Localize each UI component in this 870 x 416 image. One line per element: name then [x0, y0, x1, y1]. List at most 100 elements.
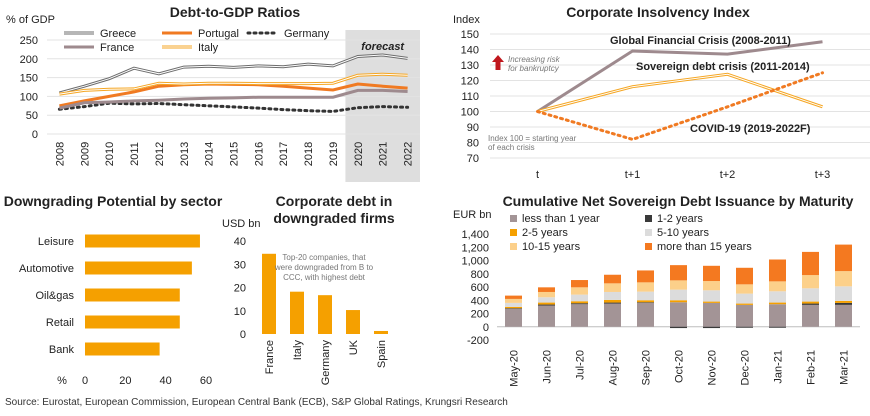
chart5-ytick: 1,400 — [461, 229, 489, 241]
chart5-bar-segment — [769, 259, 786, 282]
chart5-bar-segment — [538, 297, 555, 303]
chart5-bar-segment — [802, 251, 819, 276]
chart1-xtick: 2020 — [353, 142, 365, 166]
chart5-bar-segment — [604, 299, 621, 303]
chart5-legend-label: less than 1 year — [522, 213, 600, 225]
chart1-ytick: 250 — [20, 35, 38, 47]
chart5-ylabel: EUR bn — [453, 209, 492, 221]
chart2-ylabel: Index — [453, 14, 480, 26]
chart5-bar-segment — [736, 304, 753, 327]
chart1-legend-label: Germany — [284, 28, 330, 40]
chart5-bar-segment — [835, 302, 852, 305]
chart5-ytick: 1,000 — [461, 256, 489, 268]
chart5-xtick: Oct-20 — [674, 350, 686, 383]
chart4-title: downgraded firms — [273, 210, 395, 226]
chart5-xtick: Nov-20 — [707, 350, 719, 385]
chart5-bar-segment — [571, 303, 588, 305]
chart1-xtick: 2011 — [129, 142, 141, 166]
chart4-note: were downgraded from B to — [274, 263, 374, 272]
chart5-bar-segment — [703, 265, 720, 282]
chart1-xtick: 2009 — [79, 142, 91, 166]
chart5-legend-label: 5-10 years — [657, 227, 709, 239]
chart4-bar — [262, 253, 276, 334]
chart2-ytick: 80 — [467, 138, 479, 150]
chart5-bar-segment — [604, 283, 621, 292]
chart5-title: Cumulative Net Sovereign Debt Issuance b… — [503, 193, 854, 209]
chart5-bar-segment — [637, 302, 654, 327]
chart1-xtick: 2022 — [403, 142, 415, 166]
chart2-series-label: Global Financial Crisis (2008-2011) — [610, 35, 791, 47]
chart3-bar — [85, 315, 180, 329]
chart4-note: Top-20 companies, that — [282, 253, 366, 262]
chart5-bar-segment — [835, 300, 852, 303]
chart1-xtick: 2008 — [54, 142, 66, 166]
chart5-bar-segment — [736, 303, 753, 305]
chart5-bar-segment — [604, 302, 621, 304]
chart5-bar-segment — [505, 306, 522, 309]
chart2-note-index: Index 100 = starting year — [488, 134, 577, 143]
chart1-title: Debt-to-GDP Ratios — [170, 4, 301, 20]
chart3-xtick: 20 — [119, 375, 131, 387]
chart5-bar-segment — [670, 300, 687, 303]
chart1-xtick: 2013 — [179, 142, 191, 166]
chart5-bar-segment — [637, 270, 654, 283]
chart4-note: CCC, with highest debt — [283, 273, 366, 282]
chart5-xtick: Dec-20 — [740, 350, 752, 385]
chart1-legend-label: France — [100, 42, 134, 54]
chart5-ytick: 600 — [471, 282, 489, 294]
chart5-bar-segment — [703, 301, 720, 303]
chart5-legend-swatch — [510, 229, 517, 236]
chart4-bar — [346, 310, 360, 334]
chart3-category: Retail — [46, 317, 74, 329]
chart1-ylabel: % of GDP — [6, 14, 55, 26]
chart5-bar-segment — [802, 288, 819, 302]
chart4-xtick: UK — [348, 339, 360, 355]
chart5-bar-segment — [637, 302, 654, 303]
chart3-bar — [85, 342, 160, 356]
chart5-xtick: Feb-21 — [806, 350, 818, 385]
chart3-title: Downgrading Potential by sector — [4, 193, 223, 209]
chart5-bar-segment — [703, 281, 720, 291]
chart5-ytick: -200 — [467, 335, 489, 347]
chart1-line-greece-inner — [59, 54, 408, 94]
chart5-bar-segment — [769, 302, 786, 305]
chart1-xtick: 2010 — [104, 142, 116, 166]
chart5-legend-swatch — [645, 215, 652, 222]
chart5-xtick: May-20 — [509, 350, 521, 387]
chart5-bar-segment — [835, 304, 852, 327]
chart4-title: Corporate debt in — [276, 193, 393, 209]
chart2-note-risk: Increasing risk — [508, 55, 561, 64]
chart5-ytick: 0 — [483, 322, 489, 334]
chart1-xtick: 2017 — [278, 142, 290, 166]
chart1-legend-label: Portugal — [198, 28, 239, 40]
chart4-bar — [290, 291, 304, 334]
chart5-bar-segment — [769, 291, 786, 303]
chart4-ytick: 0 — [240, 329, 246, 341]
chart1-forecast-label: forecast — [361, 41, 405, 53]
chart2-line-1 — [537, 72, 823, 113]
chart1-legend-label: Greece — [100, 28, 136, 40]
chart5-bar-segment — [835, 271, 852, 287]
chart5-bar-segment — [802, 301, 819, 304]
chart3-category: Oil&gas — [35, 290, 74, 302]
chart3-xtick: 40 — [160, 375, 172, 387]
chart2-xtick: t+2 — [720, 169, 736, 181]
chart5-bar-segment — [835, 286, 852, 301]
chart2-ytick: 140 — [461, 45, 479, 57]
chart5-bar-segment — [505, 308, 522, 309]
chart2-ytick: 90 — [467, 122, 479, 134]
chart4-ytick: 40 — [234, 236, 246, 248]
risk-arrow-icon — [492, 55, 504, 70]
chart4-ytick: 20 — [234, 283, 246, 295]
chart5-bar-segment — [769, 326, 786, 328]
chart1-ytick: 0 — [32, 129, 38, 141]
chart1-xtick: 2018 — [303, 142, 315, 166]
chart2-line-2 — [536, 71, 824, 141]
chart5-bar-segment — [703, 302, 720, 327]
chart4-bar — [374, 330, 388, 334]
chart1-line-germany — [57, 101, 410, 113]
chart5-bar-segment — [571, 294, 588, 302]
chart1-legend-label: Italy — [198, 42, 219, 54]
chart5-bar-segment — [571, 301, 588, 304]
